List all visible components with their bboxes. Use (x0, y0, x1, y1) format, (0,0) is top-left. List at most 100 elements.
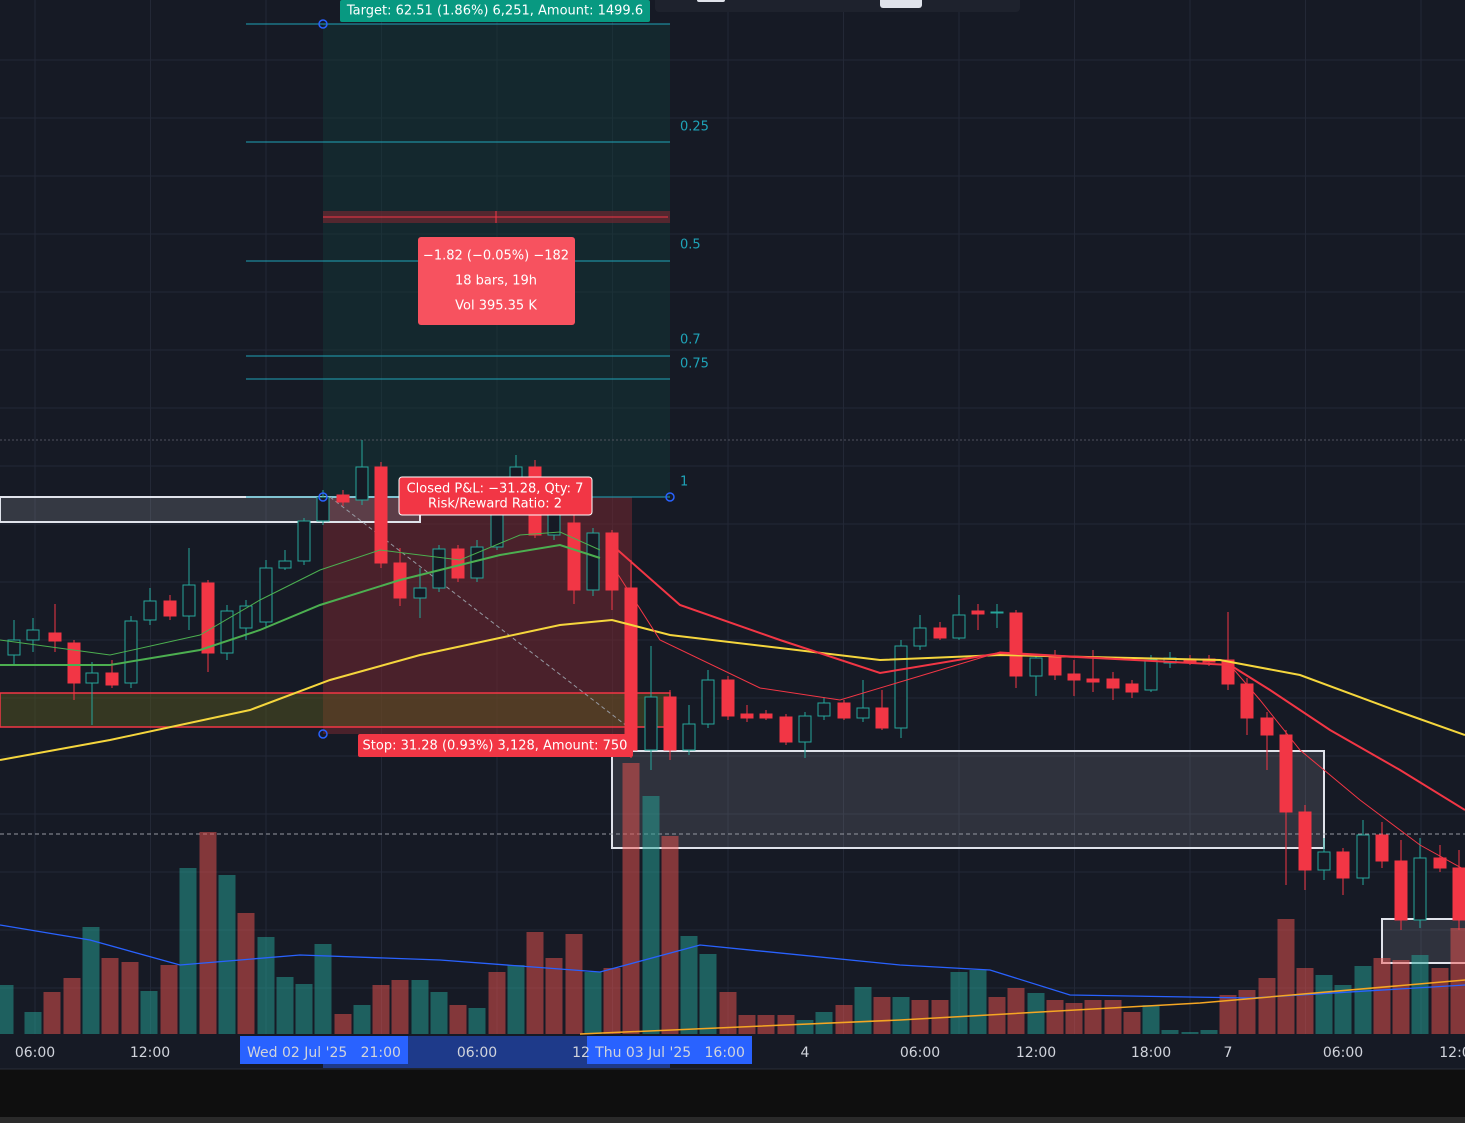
volume-bar (950, 972, 968, 1034)
candle-body (624, 587, 638, 751)
candle-body (1086, 678, 1100, 683)
fib-label: 0.75 (680, 357, 709, 372)
volume-bar (873, 997, 891, 1034)
moving-averages (0, 531, 1465, 1035)
candle-body (1106, 678, 1120, 689)
time-label: 06:00 (457, 1045, 497, 1061)
measure-text: Vol 395.35 K (455, 299, 537, 314)
ma-line (0, 924, 1465, 999)
time-label: 12:00 (1016, 1045, 1056, 1061)
volume-bar (738, 1015, 756, 1034)
handle[interactable] (665, 492, 675, 502)
volume-bar (757, 1015, 775, 1034)
fib-label: 0.5 (680, 238, 701, 253)
candle-body (413, 587, 427, 599)
candle-body (605, 532, 619, 591)
stop-label-bg (358, 734, 633, 757)
volume-bar (1392, 960, 1410, 1034)
volume-bar (1142, 1005, 1160, 1034)
candle-body (355, 466, 369, 501)
candle-body (817, 702, 831, 717)
handle[interactable] (318, 492, 328, 502)
ma-line (611, 564, 1465, 871)
volume-bar (526, 932, 544, 1034)
candle-body (1240, 683, 1254, 719)
time-label: 12 (572, 1045, 590, 1061)
volume-bar (1334, 985, 1352, 1034)
volume-bar (101, 958, 119, 1034)
volume-bar (257, 937, 275, 1034)
volume-bar (391, 980, 409, 1034)
volume-bar (1200, 1030, 1218, 1034)
volume-bar (911, 1000, 929, 1034)
handle[interactable] (318, 729, 328, 739)
handle[interactable] (318, 19, 328, 29)
candle-body (1375, 834, 1389, 862)
closed-label-bg (398, 476, 593, 516)
candle-body (779, 716, 793, 743)
volume-bar (1296, 968, 1314, 1034)
volume-bar (1065, 1003, 1083, 1034)
measure-text: 18 bars, 19h (455, 274, 537, 289)
candle-body (1394, 860, 1408, 921)
candle-body (894, 645, 908, 729)
scrollbar (0, 1117, 1465, 1123)
volume-bar (1258, 978, 1276, 1034)
volume-bar (1181, 1032, 1199, 1034)
volume-bar (1027, 993, 1045, 1034)
volume-bar (1219, 995, 1237, 1034)
candle-body (278, 560, 292, 569)
candle-body (48, 632, 62, 642)
candle-body (875, 707, 889, 729)
ma-line (579, 979, 1465, 1035)
volume-bar (140, 991, 158, 1034)
candle-body (644, 696, 658, 751)
volume-bar (295, 984, 313, 1034)
volume-bar (854, 987, 872, 1034)
zone-box (611, 750, 1325, 849)
axis-highlight (587, 1036, 752, 1064)
toolbar-button[interactable] (697, 0, 725, 2)
volume-bar (449, 1005, 467, 1034)
volume-bar (1354, 966, 1372, 1034)
volume-bar (411, 980, 429, 1034)
candle-body (759, 713, 773, 719)
candle-body (7, 639, 21, 656)
volume-bar (121, 962, 139, 1034)
target-label-bg (340, 0, 650, 22)
candle-body (682, 723, 696, 751)
volume-bar (1123, 1012, 1141, 1034)
volume-bar (642, 796, 660, 1034)
volume-bar (584, 972, 602, 1034)
candle-body (740, 713, 754, 719)
toolbar-button[interactable] (880, 0, 922, 8)
candle-body (336, 494, 350, 503)
time-label: 7 (1224, 1045, 1233, 1061)
zone-box (0, 496, 421, 523)
candle-body (259, 567, 273, 623)
volume-bar (796, 1020, 814, 1034)
volume-bar (1431, 968, 1449, 1034)
volume-bar (372, 985, 390, 1034)
volume-bar (276, 977, 294, 1034)
candle-body (701, 679, 715, 725)
volume (0, 763, 1465, 1034)
candle-body (971, 610, 985, 615)
time-label: 06:00 (1323, 1045, 1363, 1061)
candle-body (239, 605, 253, 629)
volume-bar (969, 970, 987, 1034)
candle-body (143, 600, 157, 621)
axis-highlight (240, 1036, 408, 1064)
time-label: 06:00 (900, 1045, 940, 1061)
volume-bar (63, 978, 81, 1034)
candle-body (1125, 683, 1139, 693)
candle-body (1144, 659, 1158, 691)
candle-body (567, 522, 581, 591)
volume-bar (661, 836, 679, 1034)
volume-bar (699, 954, 717, 1034)
candle-body (1029, 657, 1043, 677)
candle-body (663, 696, 677, 751)
candle-body (67, 642, 81, 684)
measure-box (418, 237, 575, 325)
